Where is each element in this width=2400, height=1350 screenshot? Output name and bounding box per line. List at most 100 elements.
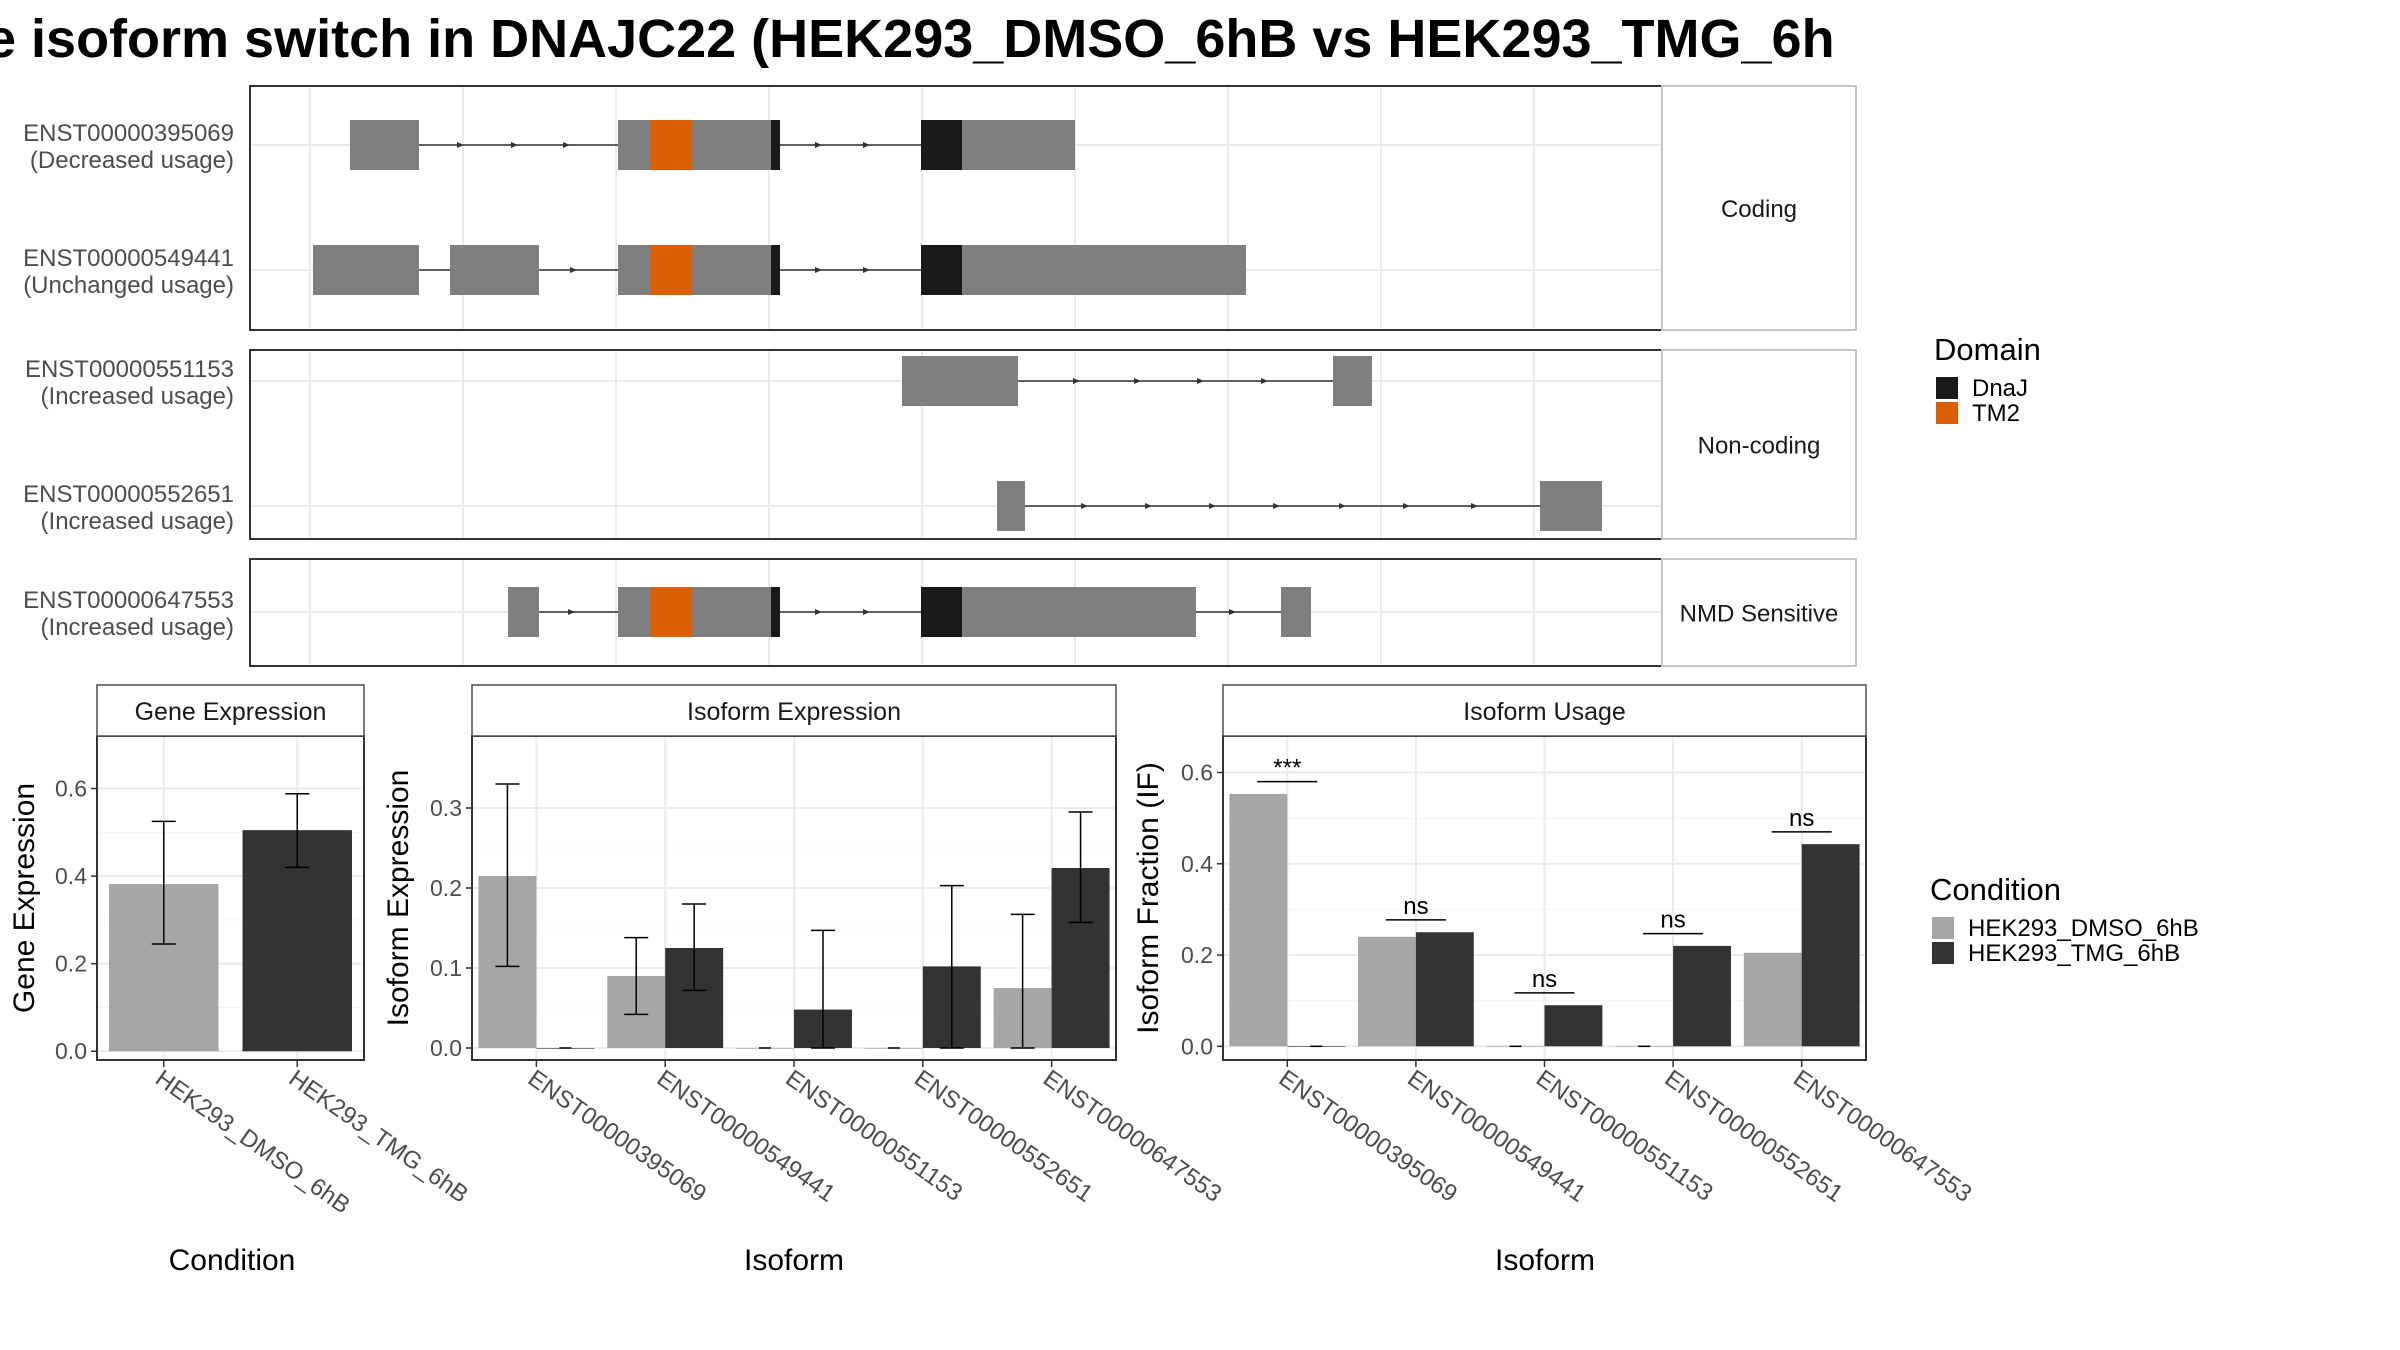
intron-arrow: [1073, 378, 1080, 384]
intron-arrow: [1197, 378, 1204, 384]
y-axis-title: Isoform Expression: [382, 770, 415, 1027]
intron-arrow: [1081, 503, 1088, 509]
intron-arrow: [1273, 503, 1280, 509]
transcript-usage-label: (Increased usage): [41, 614, 234, 641]
legend-swatch: [1936, 402, 1958, 424]
y-tick-label: 0.4: [1181, 851, 1213, 877]
transcript-track: [350, 120, 1075, 170]
exon-block: [692, 587, 771, 637]
intron-arrow: [815, 142, 822, 148]
intron-arrow: [1261, 378, 1268, 384]
legend-swatch: [1932, 942, 1954, 964]
chart-title: Isoform Usage: [1463, 698, 1626, 726]
dnaj-domain-block: [921, 120, 962, 170]
transcript-usage-label: (Increased usage): [41, 508, 234, 535]
transcript-usage-label: (Unchanged usage): [23, 272, 234, 299]
exon-block: [618, 587, 650, 637]
tm2-domain-block: [650, 587, 692, 637]
chart-title: Isoform Expression: [687, 698, 901, 726]
intron-arrow: [568, 609, 575, 615]
legend-label: TM2: [1972, 400, 2020, 427]
legend-label: DnaJ: [1972, 375, 2028, 402]
x-axis-title: Condition: [169, 1244, 296, 1277]
intron-arrow: [1145, 503, 1152, 509]
intron-arrow: [457, 142, 464, 148]
transcript-track: [902, 356, 1372, 406]
bar: [1743, 952, 1802, 1047]
exon-block: [692, 245, 771, 295]
significance-label: ns: [1403, 893, 1428, 920]
y-tick-label: 0.0: [1181, 1033, 1213, 1059]
tm2-domain-block: [650, 120, 692, 170]
facet-strip: [1661, 85, 1857, 331]
intron-arrow: [1229, 609, 1236, 615]
legend-label: HEK293_TMG_6hB: [1968, 940, 2180, 967]
exon-block: [962, 587, 975, 637]
x-axis-title: Isoform: [744, 1244, 844, 1277]
y-tick-label: 0.2: [55, 951, 87, 977]
facet-strip-label: Non-coding: [1698, 433, 1821, 460]
chart-strip: [96, 684, 365, 737]
transcript-track: [508, 587, 1311, 637]
exon-block: [313, 245, 419, 295]
legend-title: Condition: [1930, 872, 2061, 907]
dnaj-domain-block: [771, 120, 780, 170]
exon-block: [975, 120, 1075, 170]
facet-strip: [1661, 349, 1857, 540]
intron-arrow: [1134, 378, 1141, 384]
intron-arrow: [863, 267, 870, 273]
facet-strip: [1661, 558, 1857, 667]
y-axis-title: Gene Expression: [8, 783, 41, 1013]
intron-arrow: [815, 609, 822, 615]
y-tick-label: 0.3: [430, 795, 462, 821]
exon-block: [1281, 587, 1311, 637]
intron-arrow: [1209, 503, 1216, 509]
transcript-panel: ENST00000551153(Increased usage)ENST0000…: [23, 349, 1857, 540]
bar: [1673, 945, 1731, 1047]
intron-arrow: [1403, 503, 1410, 509]
exon-block: [350, 120, 419, 170]
significance-label: ns: [1789, 805, 1814, 832]
legend-swatch: [1936, 377, 1958, 399]
y-tick-label: 0.6: [55, 776, 87, 802]
intron-arrow: [863, 142, 870, 148]
transcript-track: [997, 481, 1602, 531]
significance-label: ns: [1660, 907, 1685, 934]
exon-block: [962, 120, 975, 170]
chart-strip: [471, 684, 1117, 737]
exon-block: [450, 245, 539, 295]
significance-label: ***: [1273, 755, 1301, 782]
intron-arrow: [1471, 503, 1478, 509]
transcript-id-label: ENST00000549441: [23, 245, 234, 272]
chart-panel: Isoform Expression0.00.10.20.3ENST000003…: [382, 684, 1226, 1277]
transcript-usage-label: (Increased usage): [41, 383, 234, 410]
facet-strip-label: Coding: [1721, 196, 1797, 223]
transcript-track: [313, 245, 1246, 295]
chart-title: Gene Expression: [135, 698, 327, 726]
x-axis-title: Isoform: [1495, 1244, 1595, 1277]
exon-block: [997, 481, 1025, 531]
bar: [1801, 844, 1860, 1047]
transcript-id-label: ENST00000552651: [23, 481, 234, 508]
exon-block: [618, 120, 650, 170]
chart-strip: [1222, 684, 1867, 737]
legend-swatch: [1932, 917, 1954, 939]
transcript-plot: ENST00000395069(Decreased usage) ENST0000…: [23, 85, 1857, 667]
transcript-id-label: ENST00000395069: [23, 120, 234, 147]
y-tick-label: 0.2: [430, 875, 462, 901]
dnaj-domain-block: [921, 587, 962, 637]
exon-block: [975, 587, 1196, 637]
facet-strip-label: NMD Sensitive: [1680, 601, 1839, 628]
y-tick-label: 0.1: [430, 955, 462, 981]
bar-charts: Gene Expression0.00.20.40.6HEK293_DMSO_6…: [8, 684, 1976, 1277]
intron-arrow: [511, 142, 518, 148]
exon-block: [1333, 356, 1372, 406]
tm2-domain-block: [650, 245, 692, 295]
intron-arrow: [570, 267, 577, 273]
y-axis-title: Isoform Fraction (IF): [1132, 762, 1165, 1034]
